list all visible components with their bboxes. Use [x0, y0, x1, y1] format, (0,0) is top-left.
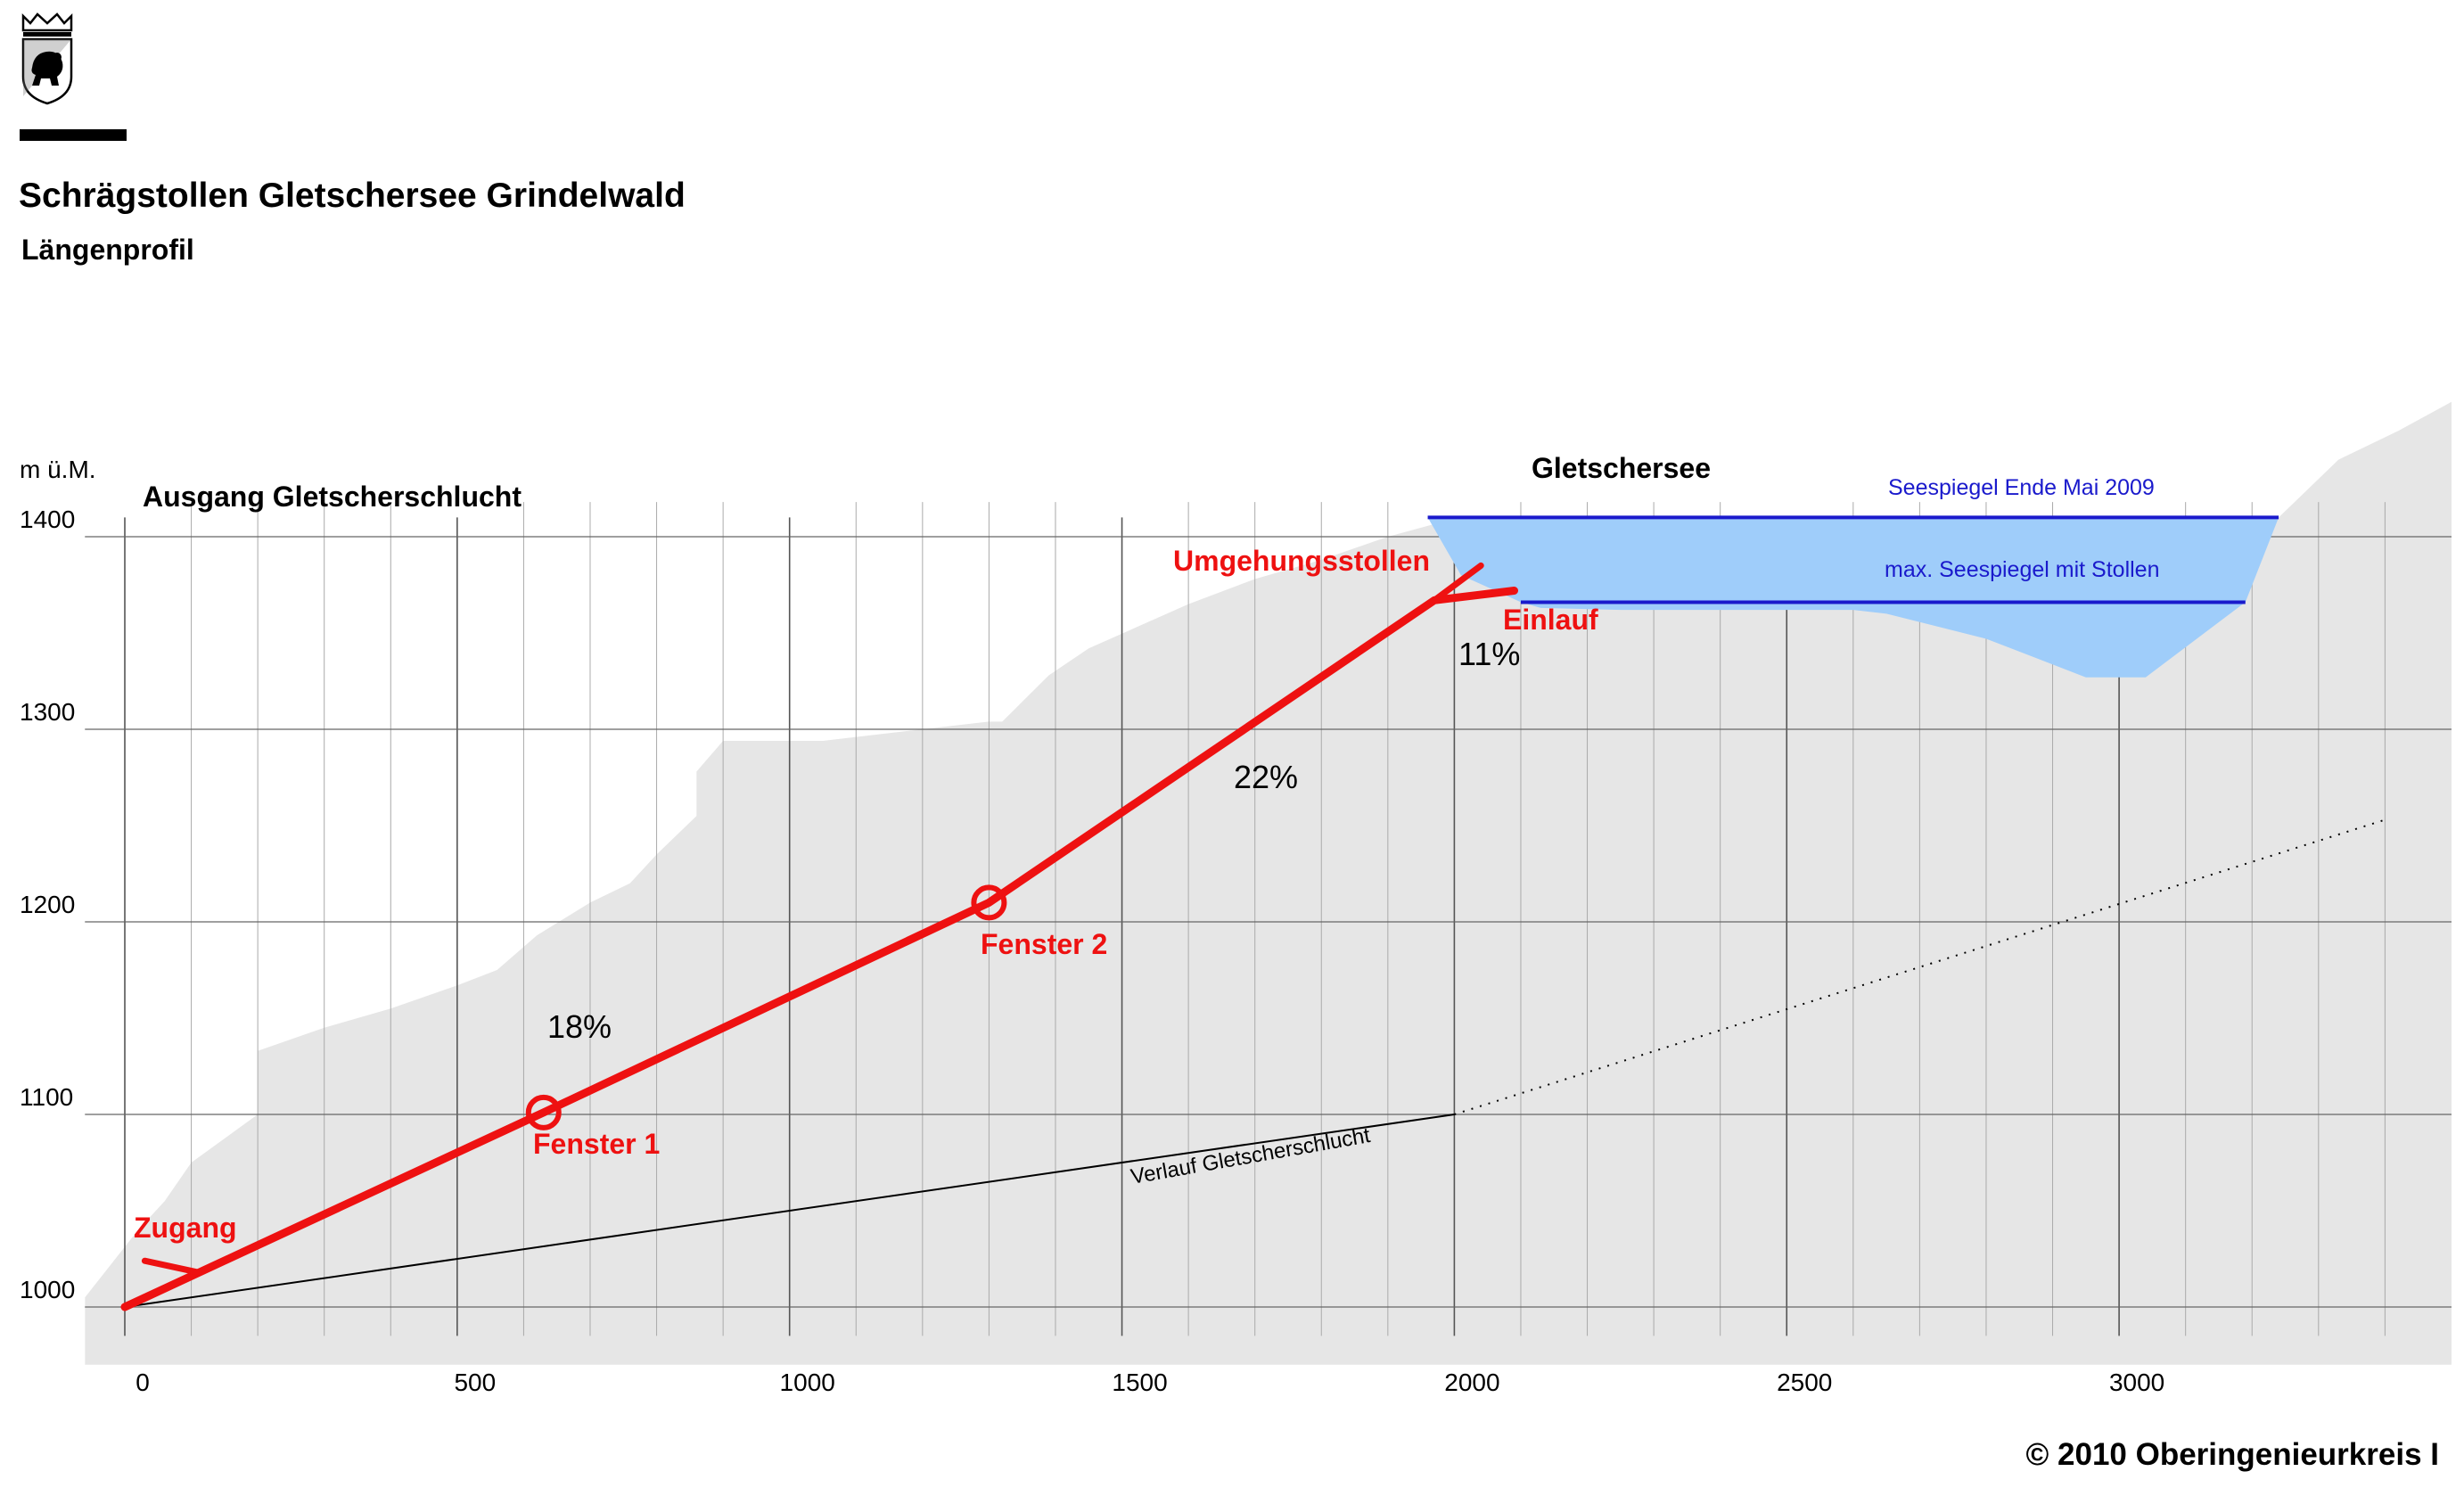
x-tick-label: 1000	[780, 1369, 835, 1396]
label-ausgang-gletscherschlucht: Ausgang Gletscherschlucht	[143, 481, 522, 513]
y-tick-label: 1000	[20, 1276, 75, 1303]
label-gradient-11: 11%	[1458, 636, 1520, 672]
terrain-area	[85, 401, 2452, 1365]
label-zugang: Zugang	[134, 1212, 237, 1244]
y-tick-label: 1200	[20, 891, 75, 918]
page-title: Schrägstollen Gletschersee Grindelwald	[19, 177, 686, 215]
label-fenster-2: Fenster 2	[981, 928, 1107, 960]
y-axis-unit: m ü.M.	[20, 456, 96, 483]
label-seespiegel-2009: Seespiegel Ende Mai 2009	[1888, 475, 2155, 500]
y-tick-label: 1100	[20, 1083, 73, 1111]
label-gradient-22: 22%	[1234, 759, 1298, 795]
x-tick-label: 2500	[1777, 1369, 1832, 1396]
fenster-2-marker	[971, 884, 1007, 921]
label-gletschersee: Gletschersee	[1532, 452, 1711, 484]
label-fenster-1: Fenster 1	[533, 1128, 660, 1160]
y-tick-label: 1400	[20, 506, 75, 533]
copyright-footer: © 2010 Oberingenieurkreis I	[2025, 1437, 2440, 1472]
label-einlauf: Einlauf	[1503, 604, 1598, 636]
page-subtitle: Längenprofil	[21, 234, 194, 266]
label-seespiegel-max: max. Seespiegel mit Stollen	[1885, 557, 2159, 582]
x-tick-label: 2000	[1444, 1369, 1499, 1396]
lake-area	[1427, 517, 2279, 678]
y-tick-label: 1300	[20, 698, 75, 726]
x-tick-label: 500	[454, 1369, 496, 1396]
fenster-1-marker	[525, 1094, 562, 1130]
umgehungsstollen-line	[1431, 562, 1484, 604]
label-gradient-18: 18%	[547, 1008, 612, 1045]
x-tick-label: 1500	[1112, 1369, 1167, 1396]
label-umgehungsstollen: Umgehungsstollen	[1173, 545, 1430, 577]
x-tick-label: 0	[136, 1369, 150, 1396]
gletscherschlucht-line	[124, 1114, 1455, 1308]
header-rule	[20, 129, 127, 141]
schraegstollen-line	[120, 587, 1518, 1311]
zugang-line	[141, 1257, 201, 1276]
bern-coat-of-arms-logo	[21, 12, 73, 105]
x-tick-label: 3000	[2109, 1369, 2164, 1396]
